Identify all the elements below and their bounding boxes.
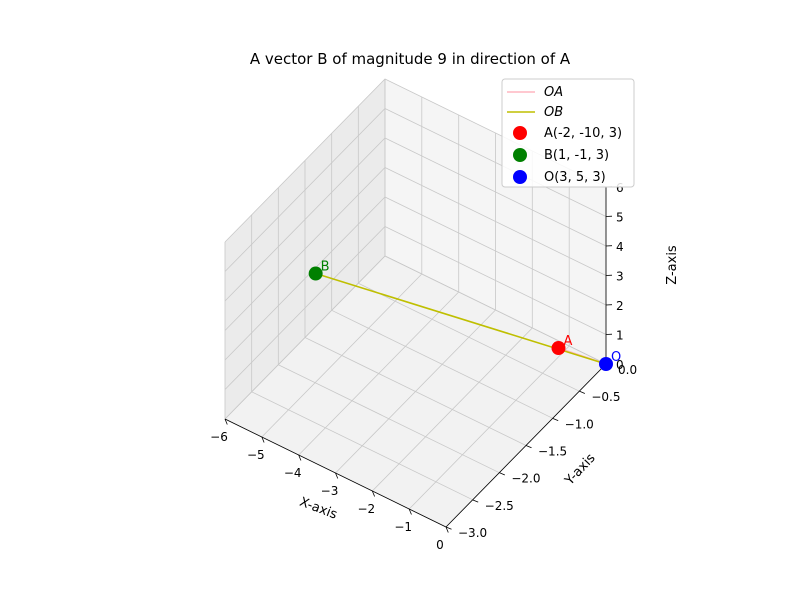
tick-mark [298, 454, 302, 461]
tick-marks [224, 186, 613, 533]
tick-mark [261, 436, 265, 443]
point-marker-b [308, 266, 323, 281]
z-tick-label: 2 [616, 299, 624, 313]
point-label-b: B [321, 260, 330, 275]
z-tick-label: 6 [616, 181, 624, 195]
legend-marker-a [513, 126, 527, 140]
legend-frame [501, 78, 635, 188]
tick-mark [224, 418, 228, 425]
z-grid-line [224, 196, 607, 361]
y-tick-label: −1.0 [565, 417, 594, 431]
x-tick-label: −6 [210, 430, 228, 444]
z-tick-label: 0 [616, 358, 624, 372]
y-tick-label: 0.0 [618, 363, 637, 377]
tick-mark [445, 526, 452, 530]
z-tick-label: 4 [616, 240, 624, 254]
z-tick-label: 5 [616, 211, 624, 225]
point-marker-a [551, 341, 566, 356]
legend-label-oa: OA [544, 85, 563, 100]
z-tick-label: 3 [616, 270, 624, 284]
legend: OA OB A(-2, -10, 3) B(1, -1, 3) O(3, 5, 3) [501, 78, 635, 188]
point-marker-o [599, 357, 613, 371]
y-tick-label: −0.5 [591, 390, 620, 404]
tick-mark [552, 417, 559, 421]
x-tick-label: −4 [284, 466, 302, 480]
tick-mark [525, 445, 532, 449]
tick-mark [335, 472, 339, 479]
y-tick-label: −3.0 [458, 526, 487, 540]
tick-mark [408, 508, 412, 515]
z-grid-line [224, 137, 607, 302]
y-tick-label: −2.5 [485, 499, 514, 513]
z-grid-line [224, 226, 607, 390]
point-label-a: A [564, 334, 573, 349]
tick-mark [472, 499, 479, 503]
chart-title: A vector B of magnitude 9 in direction o… [250, 50, 571, 68]
x-tick-label: −2 [357, 502, 375, 516]
x-tick-label: −5 [247, 448, 265, 462]
tick-mark [579, 390, 586, 394]
tick-labels: −6−5−4−3−2−100.0−0.5−1.0−1.5−2.0−2.5−3.0… [210, 181, 637, 552]
x-tick-label: 0 [436, 538, 444, 552]
legend-label-o: O(3, 5, 3) [544, 170, 606, 185]
x-tick-label: −1 [394, 520, 412, 534]
legend-marker-b [513, 148, 527, 162]
z-tick-label: 1 [616, 329, 624, 343]
legend-label-ob: OB [544, 105, 563, 120]
y-axis-label: Y-axis [562, 451, 599, 489]
z-grid-line [224, 255, 607, 420]
x-tick-label: −3 [321, 484, 339, 498]
z-axis-label: Z-axis [665, 245, 680, 285]
legend-label-a: A(-2, -10, 3) [544, 126, 622, 141]
legend-marker-o [513, 170, 527, 184]
legend-label-b: B(1, -1, 3) [544, 148, 609, 163]
x-axis-label: X-axis [297, 495, 339, 523]
data-points: A B O [308, 260, 621, 371]
z-grid-line [224, 167, 607, 331]
y-tick-label: −1.5 [538, 445, 567, 459]
y-tick-label: −2.0 [511, 472, 540, 486]
tick-mark [445, 526, 449, 533]
tick-mark [371, 490, 375, 497]
point-label-o: O [611, 350, 621, 365]
tick-mark [499, 472, 506, 476]
